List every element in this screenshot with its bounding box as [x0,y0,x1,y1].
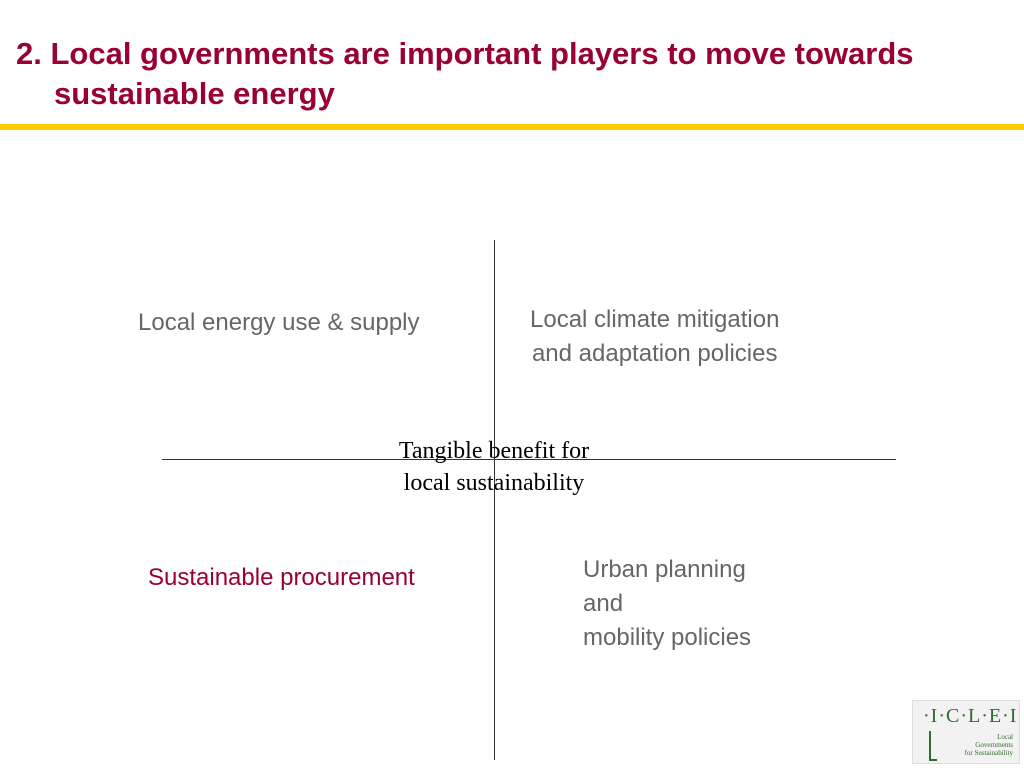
title-line-1: 2. Local governments are important playe… [16,36,914,71]
center-label-line-1: Tangible benefit for [398,438,590,464]
logo-sub-line-1: Local [997,733,1013,741]
iclei-logo-mark: ·I·C·L·E·I [923,705,1018,727]
horizontal-axis [162,459,896,460]
quadrant-bottom-left: Sustainable procurement [148,561,415,595]
iclei-logo-subtitle: Local Governments for Sustainability [965,733,1013,757]
title-line-2: sustainable energy [54,76,335,111]
quadrant-bottom-left-line-1: Sustainable procurement [148,564,415,591]
quadrant-bottom-right-line-3: mobility policies [583,624,752,651]
iclei-logo: ·I·C·L·E·I Local Governments for Sustain… [912,700,1020,764]
center-label: Tangible benefit for local sustainabilit… [344,435,644,499]
slide-title: 2. Local governments are important playe… [16,34,1016,114]
quadrant-top-right: Local climate mitigation and adaptation … [530,303,779,371]
title-divider [0,124,1024,130]
logo-sub-line-3: for Sustainability [964,749,1013,757]
logo-bracket-icon [929,731,937,761]
center-label-line-2: local sustainability [403,470,585,496]
quadrant-top-left-line-1: Local energy use & supply [138,309,420,336]
quadrant-top-right-line-2: and adaptation policies [531,340,778,367]
quadrant-top-left: Local energy use & supply [138,306,420,340]
quadrant-bottom-right-line-1: Urban planning [583,556,746,583]
vertical-axis [494,240,495,760]
quadrant-bottom-right: Urban planning and mobility policies [583,553,751,655]
logo-sub-line-2: Governments [975,741,1013,749]
quadrant-bottom-right-line-2: and [583,590,624,617]
quadrant-top-right-line-1: Local climate mitigation [530,306,780,333]
